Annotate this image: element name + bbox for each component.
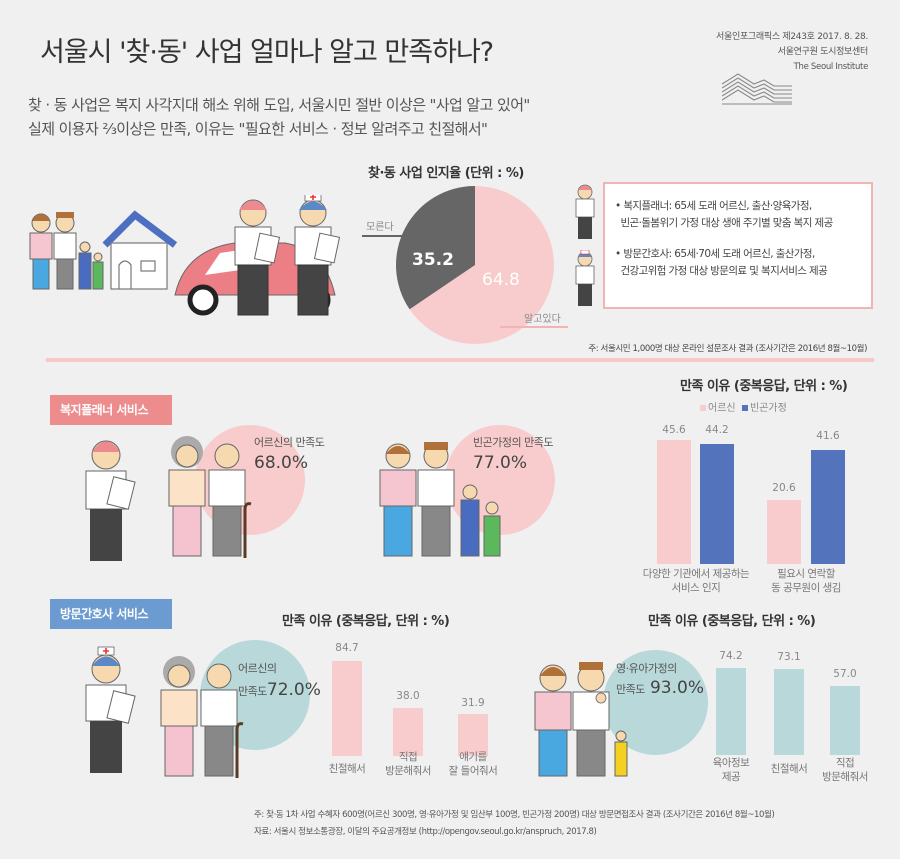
known-leader-line bbox=[500, 326, 568, 328]
nurse-figure-icon bbox=[80, 645, 140, 775]
planner-chart-legend: 어르신 빈곤가정 bbox=[700, 399, 787, 414]
elder-satisfaction-value: 68.0% bbox=[254, 453, 309, 473]
bar-childcare-info bbox=[716, 668, 746, 755]
value-childcare-info: 74.2 bbox=[719, 650, 743, 662]
poor-satisfaction-label: 빈곤가정의 만족도 bbox=[473, 436, 553, 449]
nurse-elder-reasons-chart-title: 만족 이유 (중복응답, 단위 : %) bbox=[282, 614, 450, 629]
infant-family-icon bbox=[533, 660, 633, 780]
legend-swatch-poor bbox=[741, 405, 748, 411]
subtitle-line-2: 실제 이용자 ⅔이상은 만족, 이유는 "필요한 서비스 · 정보 알려주고 친… bbox=[28, 120, 488, 138]
nurse-elder-satisfaction-value: 72.0% bbox=[266, 680, 321, 700]
infant-satisfaction-value: 93.0% bbox=[649, 678, 704, 698]
value-poor-2: 41.6 bbox=[816, 430, 840, 442]
publication-meta: 서울인포그래픽스 제243호 2017. 8. 28. 서울연구원 도시정보센터… bbox=[716, 30, 868, 75]
welfare-planner-badge: 복지플래너 서비스 bbox=[50, 395, 172, 425]
unknown-leader-line bbox=[362, 235, 414, 237]
nurse-elder-satisfaction: 만족도72.0% bbox=[238, 680, 321, 700]
nurse-elderly-couple-icon bbox=[157, 650, 252, 780]
nurse-description: • 방문간호사: 65세·70세 도래 어르신, 출산가정, 건강고위험 가정 … bbox=[615, 248, 828, 277]
planner-small-icon bbox=[573, 183, 597, 241]
value-kindness: 84.7 bbox=[335, 642, 359, 654]
planner-description: • 복지플래너: 65세 도래 어르신, 출산·양육가정, 빈곤·돌봄위기 가정… bbox=[615, 200, 833, 229]
subtitle-line-1: 찾 · 동 사업은 복지 사각지대 해소 위해 도입, 서울시민 절반 이상은 … bbox=[28, 96, 530, 114]
infant-satisfaction: 만족도 93.0% bbox=[616, 678, 704, 698]
planner-reasons-chart-title: 만족 이유 (중복응답, 단위 : %) bbox=[680, 379, 848, 394]
footer-source: 자료: 서울시 정보소통광장, 이달의 주요공개정보 (http://openg… bbox=[254, 827, 597, 837]
bar-direct-visit bbox=[393, 708, 423, 756]
welfare-planner-icon bbox=[234, 199, 281, 316]
unknown-value: 35.2 bbox=[412, 250, 454, 270]
org-name: 서울연구원 도시정보센터 bbox=[777, 47, 869, 57]
family-icon bbox=[29, 212, 104, 290]
issue-info: 서울인포그래픽스 제243호 2017. 8. 28. bbox=[716, 32, 868, 42]
section-divider bbox=[46, 358, 874, 362]
elder-satisfaction-label: 어르신의 만족도 bbox=[254, 436, 325, 449]
value-elder-1: 45.6 bbox=[662, 424, 686, 436]
value-listening: 31.9 bbox=[461, 697, 485, 709]
visiting-nurse-badge: 방문간호사 서비스 bbox=[50, 599, 172, 629]
value-direct-visit: 38.0 bbox=[396, 690, 420, 702]
awareness-chart-title: 찾·동 사업 인지율 (단위 : %) bbox=[368, 166, 524, 181]
value-direct-visit-infant: 57.0 bbox=[833, 668, 857, 680]
elderly-couple-icon bbox=[165, 430, 260, 560]
poor-family-icon bbox=[378, 440, 506, 560]
unknown-label: 모른다 bbox=[366, 222, 394, 233]
category-kindness-infant: 친절해서 bbox=[770, 763, 808, 775]
known-value: 64.8 bbox=[482, 270, 520, 290]
bar-poor-1 bbox=[700, 444, 734, 564]
planner-figure-icon bbox=[80, 435, 140, 565]
bar-poor-2 bbox=[811, 450, 845, 564]
bar-listening bbox=[458, 714, 488, 756]
nurse-elder-satisfaction-label: 어르신의 bbox=[238, 662, 277, 675]
category-listening: 얘기를 잘 들어줘서 bbox=[448, 751, 498, 777]
awareness-pie-chart bbox=[395, 185, 555, 345]
family-house-car-illustration bbox=[25, 195, 355, 325]
known-label: 알고있다 bbox=[524, 314, 561, 325]
infant-reasons-chart-title: 만족 이유 (중복응답, 단위 : %) bbox=[648, 614, 816, 629]
category-childcare-info: 육아정보 제공 bbox=[712, 757, 750, 783]
house-icon bbox=[102, 210, 178, 290]
awareness-note: 주: 서울시민 1,000명 대상 온라인 설문조사 결과 (조사기간은 201… bbox=[588, 344, 867, 354]
service-description-box: • 복지플래너: 65세 도래 어르신, 출산·양육가정, 빈곤·돌봄위기 가정… bbox=[603, 182, 873, 309]
bar-direct-visit-infant bbox=[830, 686, 860, 755]
category-direct-visit: 직접 방문해줘서 bbox=[385, 751, 431, 777]
visiting-nurse-icon bbox=[294, 195, 341, 316]
value-elder-2: 20.6 bbox=[772, 482, 796, 494]
category-2-label: 필요시 연락할 동 공무원이 생김 bbox=[771, 568, 841, 594]
legend-swatch-elder bbox=[700, 405, 706, 411]
bar-kindness bbox=[332, 661, 362, 756]
seoul-institute-logo-icon bbox=[722, 72, 792, 106]
value-poor-1: 44.2 bbox=[705, 424, 729, 436]
category-direct-visit-infant: 직접 방문해줘서 bbox=[822, 757, 868, 783]
bar-elder-1 bbox=[657, 440, 691, 564]
org-name-en: The Seoul Institute bbox=[793, 62, 869, 72]
category-kindness: 친절해서 bbox=[328, 763, 366, 775]
footer-note: 주: 찾·동 1차 사업 수혜자 600명(어르신 300명, 영·유아가정 및… bbox=[254, 810, 775, 820]
bar-elder-2 bbox=[767, 500, 801, 564]
nurse-small-icon bbox=[573, 250, 597, 308]
page-title: 서울시 '찾·동' 사업 얼마나 알고 만족하나? bbox=[40, 37, 494, 68]
infant-satisfaction-label: 영·유아가정의 bbox=[616, 662, 677, 675]
bar-kindness-infant bbox=[774, 669, 804, 755]
poor-satisfaction-value: 77.0% bbox=[473, 453, 528, 473]
value-kindness-infant: 73.1 bbox=[777, 651, 801, 663]
category-1-label: 다양한 기관에서 제공하는 서비스 인지 bbox=[642, 568, 750, 594]
